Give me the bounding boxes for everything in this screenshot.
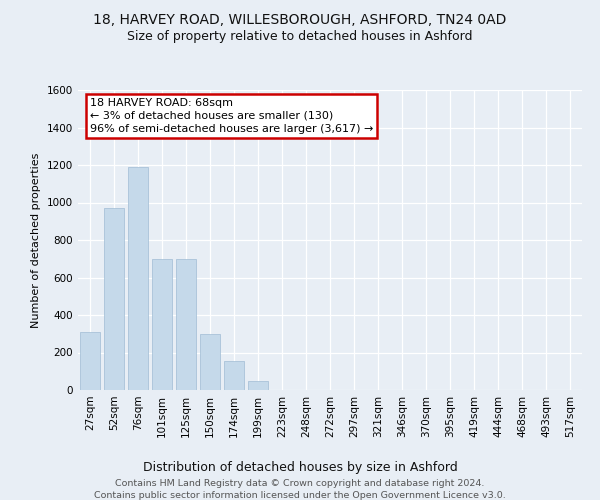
Y-axis label: Number of detached properties: Number of detached properties xyxy=(31,152,41,328)
Bar xyxy=(80,332,100,390)
Bar xyxy=(176,259,196,390)
Bar xyxy=(224,361,244,390)
Bar xyxy=(128,167,148,390)
Text: 18 HARVEY ROAD: 68sqm
← 3% of detached houses are smaller (130)
96% of semi-deta: 18 HARVEY ROAD: 68sqm ← 3% of detached h… xyxy=(90,98,373,134)
Bar xyxy=(200,334,220,390)
Text: Size of property relative to detached houses in Ashford: Size of property relative to detached ho… xyxy=(127,30,473,43)
Bar xyxy=(104,208,124,390)
Text: 18, HARVEY ROAD, WILLESBOROUGH, ASHFORD, TN24 0AD: 18, HARVEY ROAD, WILLESBOROUGH, ASHFORD,… xyxy=(94,12,506,26)
Text: Contains public sector information licensed under the Open Government Licence v3: Contains public sector information licen… xyxy=(94,490,506,500)
Bar xyxy=(248,380,268,390)
Bar xyxy=(152,259,172,390)
Text: Distribution of detached houses by size in Ashford: Distribution of detached houses by size … xyxy=(143,461,457,474)
Text: Contains HM Land Registry data © Crown copyright and database right 2024.: Contains HM Land Registry data © Crown c… xyxy=(115,479,485,488)
